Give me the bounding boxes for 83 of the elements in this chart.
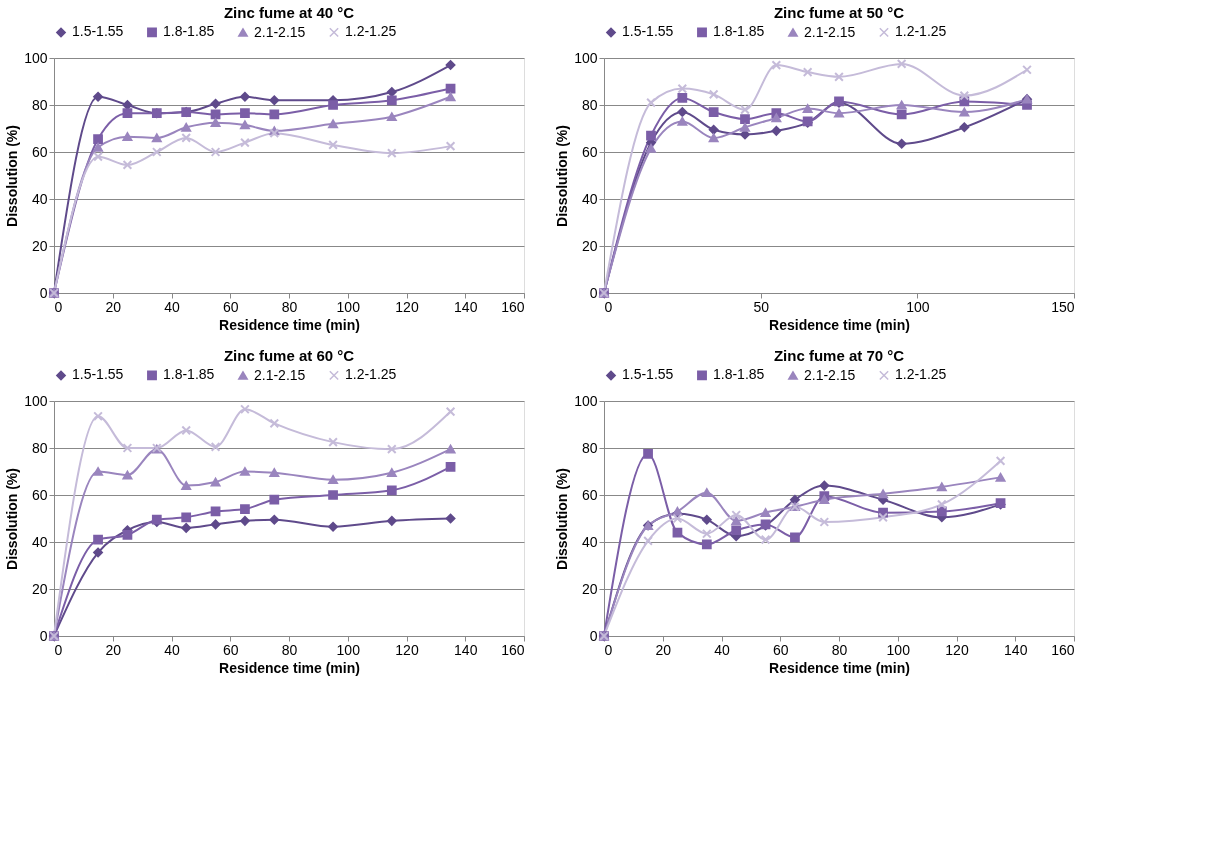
y-tick-label: 80 — [581, 439, 598, 456]
x-tick-label: 120 — [395, 298, 419, 315]
y-tick-label: 20 — [581, 237, 598, 254]
x-tick-label: 160 — [501, 641, 525, 658]
x-tick-label: 20 — [105, 641, 122, 658]
y-tick-label: 40 — [31, 533, 48, 550]
legend-label: 1.5-1.55 — [622, 23, 674, 40]
legend-label: 1.8-1.85 — [713, 23, 765, 40]
legend-label: 2.1-2.15 — [804, 366, 856, 383]
y-tick-label: 40 — [581, 190, 598, 207]
y-tick-label: 100 — [574, 392, 598, 409]
x-tick-label: 0 — [604, 641, 613, 658]
x-tick-label: 20 — [105, 298, 122, 315]
x-tick-label: 120 — [945, 641, 969, 658]
y-tick-label: 20 — [31, 580, 48, 597]
legend-label: 1.8-1.85 — [713, 366, 765, 383]
x-tick-label: 50 — [753, 298, 770, 315]
x-tick-label: 100 — [336, 298, 361, 315]
x-tick-label: 40 — [164, 298, 180, 315]
legend-label: 1.2-1.25 — [895, 366, 947, 383]
legend-label: 1.2-1.25 — [345, 23, 397, 40]
x-tick-label: 100 — [906, 298, 930, 315]
legend-label: 2.1-2.15 — [254, 366, 306, 383]
y-tick-label: 100 — [574, 49, 598, 66]
x-tick-label: 80 — [281, 298, 298, 315]
y-tick-label: 40 — [581, 533, 598, 550]
x-tick-label: 0 — [54, 298, 63, 315]
legend-label: 1.5-1.55 — [72, 23, 124, 40]
x-tick-label: 40 — [714, 641, 730, 658]
x-tick-label: 100 — [336, 641, 361, 658]
y-tick-label: 100 — [24, 392, 48, 409]
legend-label: 1.5-1.55 — [622, 366, 674, 383]
x-tick-label: 60 — [772, 641, 789, 658]
x-tick-label: 40 — [164, 641, 180, 658]
y-tick-label: 80 — [31, 439, 48, 456]
y-tick-label: 0 — [589, 284, 598, 301]
x-tick-label: 100 — [886, 641, 911, 658]
y-tick-label: 60 — [581, 486, 598, 503]
x-tick-label: 60 — [222, 298, 239, 315]
x-tick-label: 0 — [54, 641, 63, 658]
y-axis-title: Dissolution (%) — [554, 468, 571, 570]
y-tick-label: 60 — [581, 143, 598, 160]
x-tick-label: 140 — [454, 298, 478, 315]
y-tick-label: 80 — [31, 96, 48, 113]
y-tick-label: 20 — [31, 237, 48, 254]
y-tick-label: 60 — [31, 143, 48, 160]
y-tick-label: 20 — [581, 580, 598, 597]
x-tick-label: 160 — [1051, 641, 1075, 658]
y-axis-title: Dissolution (%) — [554, 125, 571, 227]
chart-title: Zinc fume at 40 °C — [223, 4, 355, 21]
x-tick-label: 140 — [454, 641, 478, 658]
legend-label: 1.8-1.85 — [163, 23, 215, 40]
x-tick-label: 140 — [1004, 641, 1028, 658]
legend-label: 1.5-1.55 — [72, 366, 124, 383]
x-tick-label: 0 — [604, 298, 613, 315]
x-axis-title: Residence time (min) — [219, 316, 360, 333]
chart-title: Zinc fume at 50 °C — [773, 4, 905, 21]
x-tick-label: 80 — [281, 641, 298, 658]
x-tick-label: 120 — [395, 641, 419, 658]
y-tick-label: 100 — [24, 49, 48, 66]
x-axis-title: Residence time (min) — [769, 316, 910, 333]
y-tick-label: 0 — [39, 284, 48, 301]
x-tick-label: 80 — [831, 641, 848, 658]
x-tick-label: 60 — [222, 641, 239, 658]
legend-label: 2.1-2.15 — [804, 23, 856, 40]
y-axis-title: Dissolution (%) — [4, 125, 21, 227]
y-tick-label: 80 — [581, 96, 598, 113]
x-axis-title: Residence time (min) — [769, 659, 910, 676]
x-tick-label: 150 — [1051, 298, 1075, 315]
x-tick-label: 20 — [655, 641, 672, 658]
legend-label: 2.1-2.15 — [254, 23, 306, 40]
chart-title: Zinc fume at 70 °C — [773, 347, 905, 364]
y-tick-label: 0 — [589, 627, 598, 644]
y-tick-label: 40 — [31, 190, 48, 207]
x-axis-title: Residence time (min) — [219, 659, 360, 676]
chart-title: Zinc fume at 60 °C — [223, 347, 355, 364]
legend-label: 1.2-1.25 — [345, 366, 397, 383]
x-tick-label: 160 — [501, 298, 525, 315]
legend-label: 1.2-1.25 — [895, 23, 947, 40]
y-tick-label: 0 — [39, 627, 48, 644]
y-tick-label: 60 — [31, 486, 48, 503]
legend-label: 1.8-1.85 — [163, 366, 215, 383]
y-axis-title: Dissolution (%) — [4, 468, 21, 570]
